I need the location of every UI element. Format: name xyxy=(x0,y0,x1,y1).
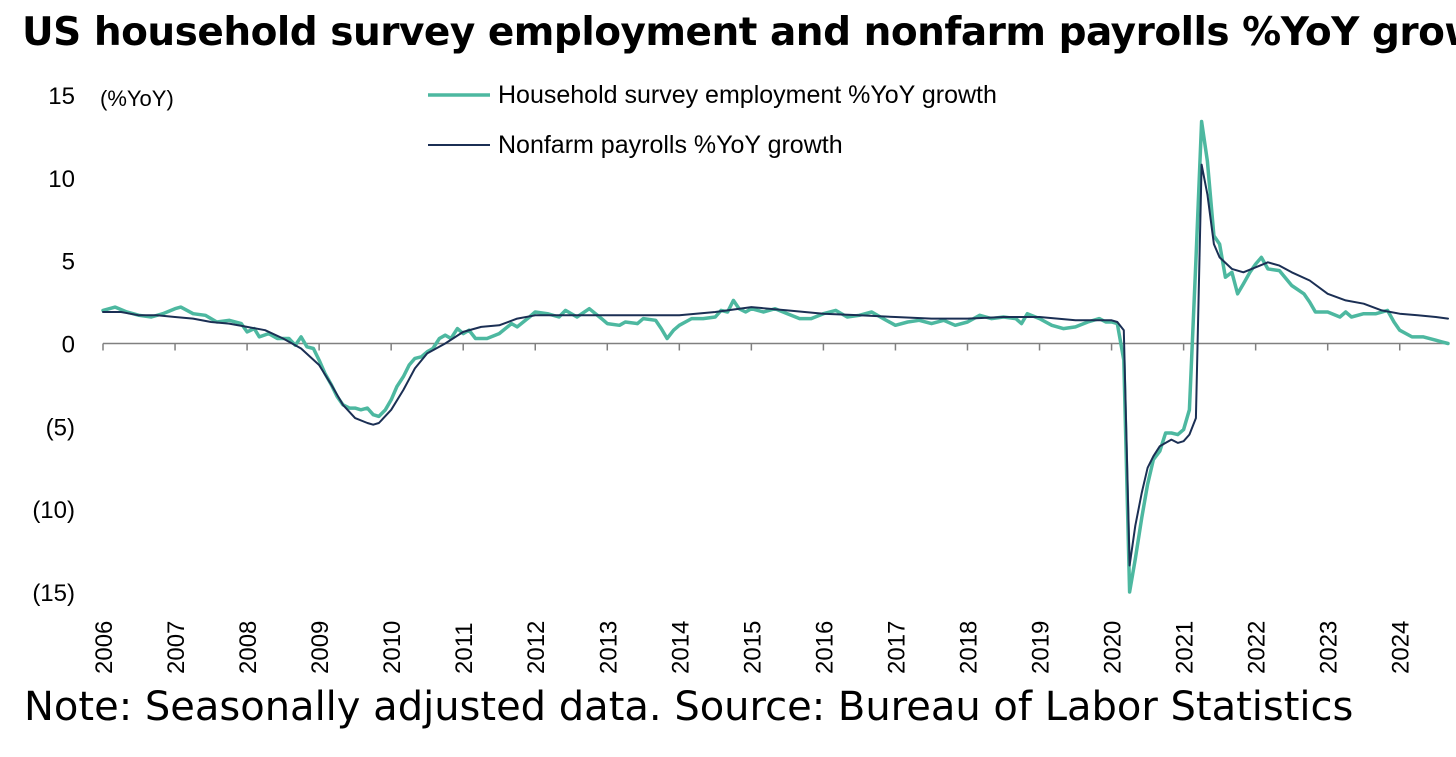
y-tick-label: (5) xyxy=(46,414,75,441)
x-tick-label: 2011 xyxy=(451,622,478,674)
series-line-household xyxy=(101,119,1450,594)
legend-label-nonfarm: Nonfarm payrolls %YoY growth xyxy=(498,131,843,159)
y-axis-unit-label: (%YoY) xyxy=(100,86,174,111)
x-tick-label: 2010 xyxy=(379,621,406,674)
x-tick-label: 2007 xyxy=(163,621,190,674)
y-tick-label: (10) xyxy=(32,497,75,524)
x-tick-label: 2012 xyxy=(523,621,550,674)
y-tick-label: 0 xyxy=(62,332,75,359)
x-axis: 2006 2007 2008 2009 2010 2011 2012 2013 2014 2015… xyxy=(91,342,1448,674)
source-note: Note: Seasonally adjusted data. Source: … xyxy=(24,684,1354,730)
series-line-nonfarm xyxy=(102,163,1449,567)
y-tick-label: (15) xyxy=(32,580,75,607)
chart-title: US household survey employment and nonfa… xyxy=(22,10,1456,55)
y-tick-label: 5 xyxy=(62,249,75,276)
x-tick-label: 2018 xyxy=(955,621,982,674)
y-tick-label: 15 xyxy=(48,83,75,110)
series-layer xyxy=(101,119,1450,594)
x-tick-label: 2020 xyxy=(1100,621,1127,674)
y-tick-label: 10 xyxy=(48,166,75,193)
y-axis-tick-labels: 15 10 5 0 (5) (10) (15) xyxy=(32,83,75,607)
x-tick-label: 2021 xyxy=(1172,621,1199,674)
x-tick-label: 2024 xyxy=(1388,621,1415,674)
legend: Household survey employment %YoY growth … xyxy=(428,81,997,159)
x-tick-label: 2022 xyxy=(1244,621,1271,674)
x-tick-label: 2023 xyxy=(1316,621,1343,674)
x-tick-label: 2015 xyxy=(739,621,766,674)
x-tick-label: 2008 xyxy=(235,621,262,674)
x-tick-label: 2014 xyxy=(667,621,694,674)
x-tick-label: 2009 xyxy=(307,621,334,674)
x-tick-label: 2013 xyxy=(595,621,622,674)
x-tick-label: 2016 xyxy=(811,621,838,674)
x-tick-label: 2006 xyxy=(91,621,118,674)
legend-label-household: Household survey employment %YoY growth xyxy=(498,81,997,109)
x-tick-label: 2017 xyxy=(883,621,910,674)
x-tick-label: 2019 xyxy=(1028,621,1055,674)
